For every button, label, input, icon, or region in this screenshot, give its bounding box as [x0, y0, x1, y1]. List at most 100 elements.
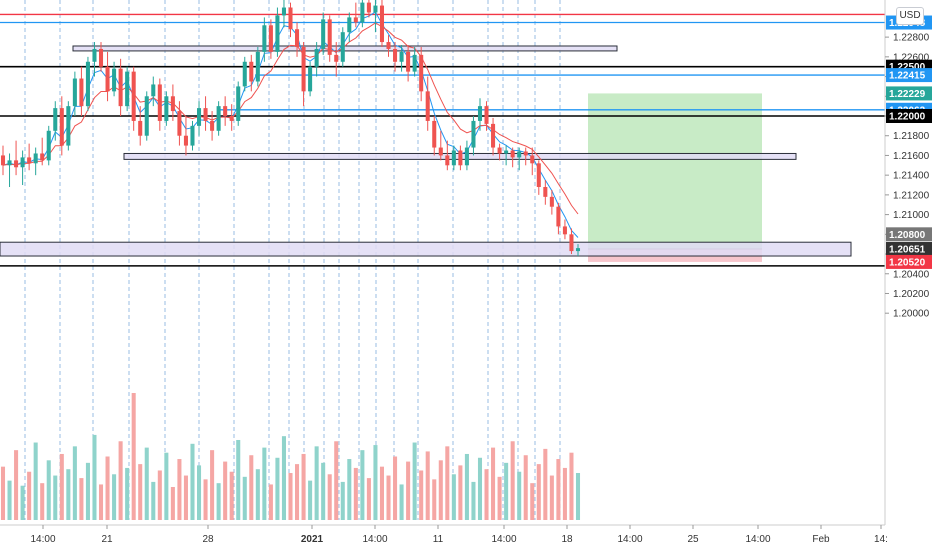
- volume-bar: [196, 465, 202, 520]
- candle-body: [432, 120, 437, 148]
- volume-bar: [406, 461, 411, 520]
- price-tick-label: 1.21000: [893, 210, 930, 221]
- volume-bar: [40, 483, 45, 520]
- volume-bar: [373, 445, 378, 520]
- price-tag: [886, 254, 932, 269]
- candle-body: [360, 2, 365, 23]
- volume-bar: [236, 439, 241, 520]
- volume-bar: [131, 393, 136, 520]
- candle-body: [131, 71, 136, 121]
- candle-body: [477, 106, 483, 121]
- candle-body: [183, 135, 188, 146]
- volume-bar: [249, 455, 254, 520]
- candle-body: [14, 160, 19, 168]
- volume-bar: [164, 452, 169, 520]
- ema-slow-line: [2, 22, 579, 215]
- candle-body: [399, 51, 404, 62]
- volume-bar: [432, 479, 437, 520]
- time-tick-label: 18: [561, 534, 573, 545]
- time-tick-label: 11: [433, 534, 444, 545]
- candle-body: [0, 155, 6, 166]
- price-tick-label: 1.22800: [893, 33, 930, 44]
- time-tick-label: 14:00: [617, 534, 642, 545]
- price-tick-label: 1.22600: [893, 52, 930, 63]
- candle-body: [255, 51, 260, 82]
- price-tag-label: 1.20651: [889, 245, 926, 256]
- volume-bar: [98, 484, 104, 520]
- volume-bar: [275, 457, 280, 520]
- candle-body: [379, 5, 385, 43]
- candle-body: [386, 42, 391, 49]
- volume-bar: [549, 475, 554, 520]
- volume-bar: [523, 455, 528, 520]
- price-tag-label: 1.22415: [889, 71, 926, 82]
- volume-bar: [517, 471, 522, 520]
- volume-bar: [151, 481, 156, 520]
- volume-bar: [347, 459, 352, 520]
- candle-body: [308, 66, 313, 92]
- volume-bar: [321, 462, 326, 520]
- candle-body: [536, 163, 541, 187]
- price-tag-label: 1.22500: [889, 62, 926, 73]
- candle-body: [229, 116, 234, 121]
- volume-bar: [281, 436, 286, 520]
- candle-body: [66, 106, 71, 146]
- volume-bar: [366, 478, 371, 520]
- candle-body: [530, 155, 535, 164]
- time-tick-label: 14:00: [745, 534, 770, 545]
- candle-body: [347, 17, 352, 33]
- candle-body: [549, 196, 554, 207]
- candle-body: [471, 120, 476, 148]
- volume-bar: [340, 481, 345, 520]
- volume-bar: [451, 474, 456, 520]
- candle-body: [340, 32, 345, 62]
- volume-bar: [464, 453, 469, 520]
- volume-bar: [562, 467, 567, 520]
- candle-body: [7, 160, 12, 166]
- candle-body: [223, 106, 228, 116]
- volume-bar: [458, 465, 463, 520]
- price-tick-label: 1.20200: [893, 289, 930, 300]
- candle-body: [353, 17, 358, 23]
- time-tick-label: 28: [202, 534, 214, 545]
- volume-bar: [53, 475, 58, 520]
- candle-body: [491, 123, 496, 148]
- volume-bar: [445, 446, 450, 520]
- candle-body: [301, 46, 306, 92]
- volume-bar: [210, 450, 215, 520]
- volume-bar: [144, 447, 149, 520]
- price-tag-label: 1.20520: [889, 257, 926, 268]
- candle-body: [79, 78, 84, 107]
- candle-body: [92, 48, 97, 62]
- volume-bar: [314, 446, 319, 520]
- time-tick-label: 14:00: [491, 534, 516, 545]
- volume-bar: [393, 456, 398, 520]
- volume-bar: [425, 451, 430, 520]
- volume-bar: [170, 486, 175, 520]
- volume-bar: [255, 469, 260, 520]
- candle-body: [138, 120, 143, 136]
- candle-body: [321, 19, 326, 49]
- price-tag-label: 1.22000: [889, 112, 926, 123]
- price-tag: [886, 68, 932, 83]
- volume-bars: [0, 393, 581, 520]
- candle-body: [164, 96, 169, 121]
- candle-body: [190, 125, 195, 146]
- currency-label[interactable]: USD: [896, 7, 924, 25]
- candle-body: [118, 68, 123, 107]
- candle-body: [445, 155, 450, 166]
- volume-bar: [157, 470, 162, 520]
- volume-bar: [484, 469, 489, 520]
- volume-bar: [177, 459, 182, 520]
- volume-bar: [72, 446, 77, 520]
- candle-body: [203, 108, 208, 121]
- candle-body: [249, 61, 254, 82]
- price-tag-label: 1.22229: [889, 89, 926, 100]
- candle-body: [419, 54, 424, 92]
- candle-body: [177, 111, 182, 136]
- candle-body: [464, 147, 469, 166]
- candle-body: [98, 48, 104, 67]
- volume-bar: [20, 485, 25, 520]
